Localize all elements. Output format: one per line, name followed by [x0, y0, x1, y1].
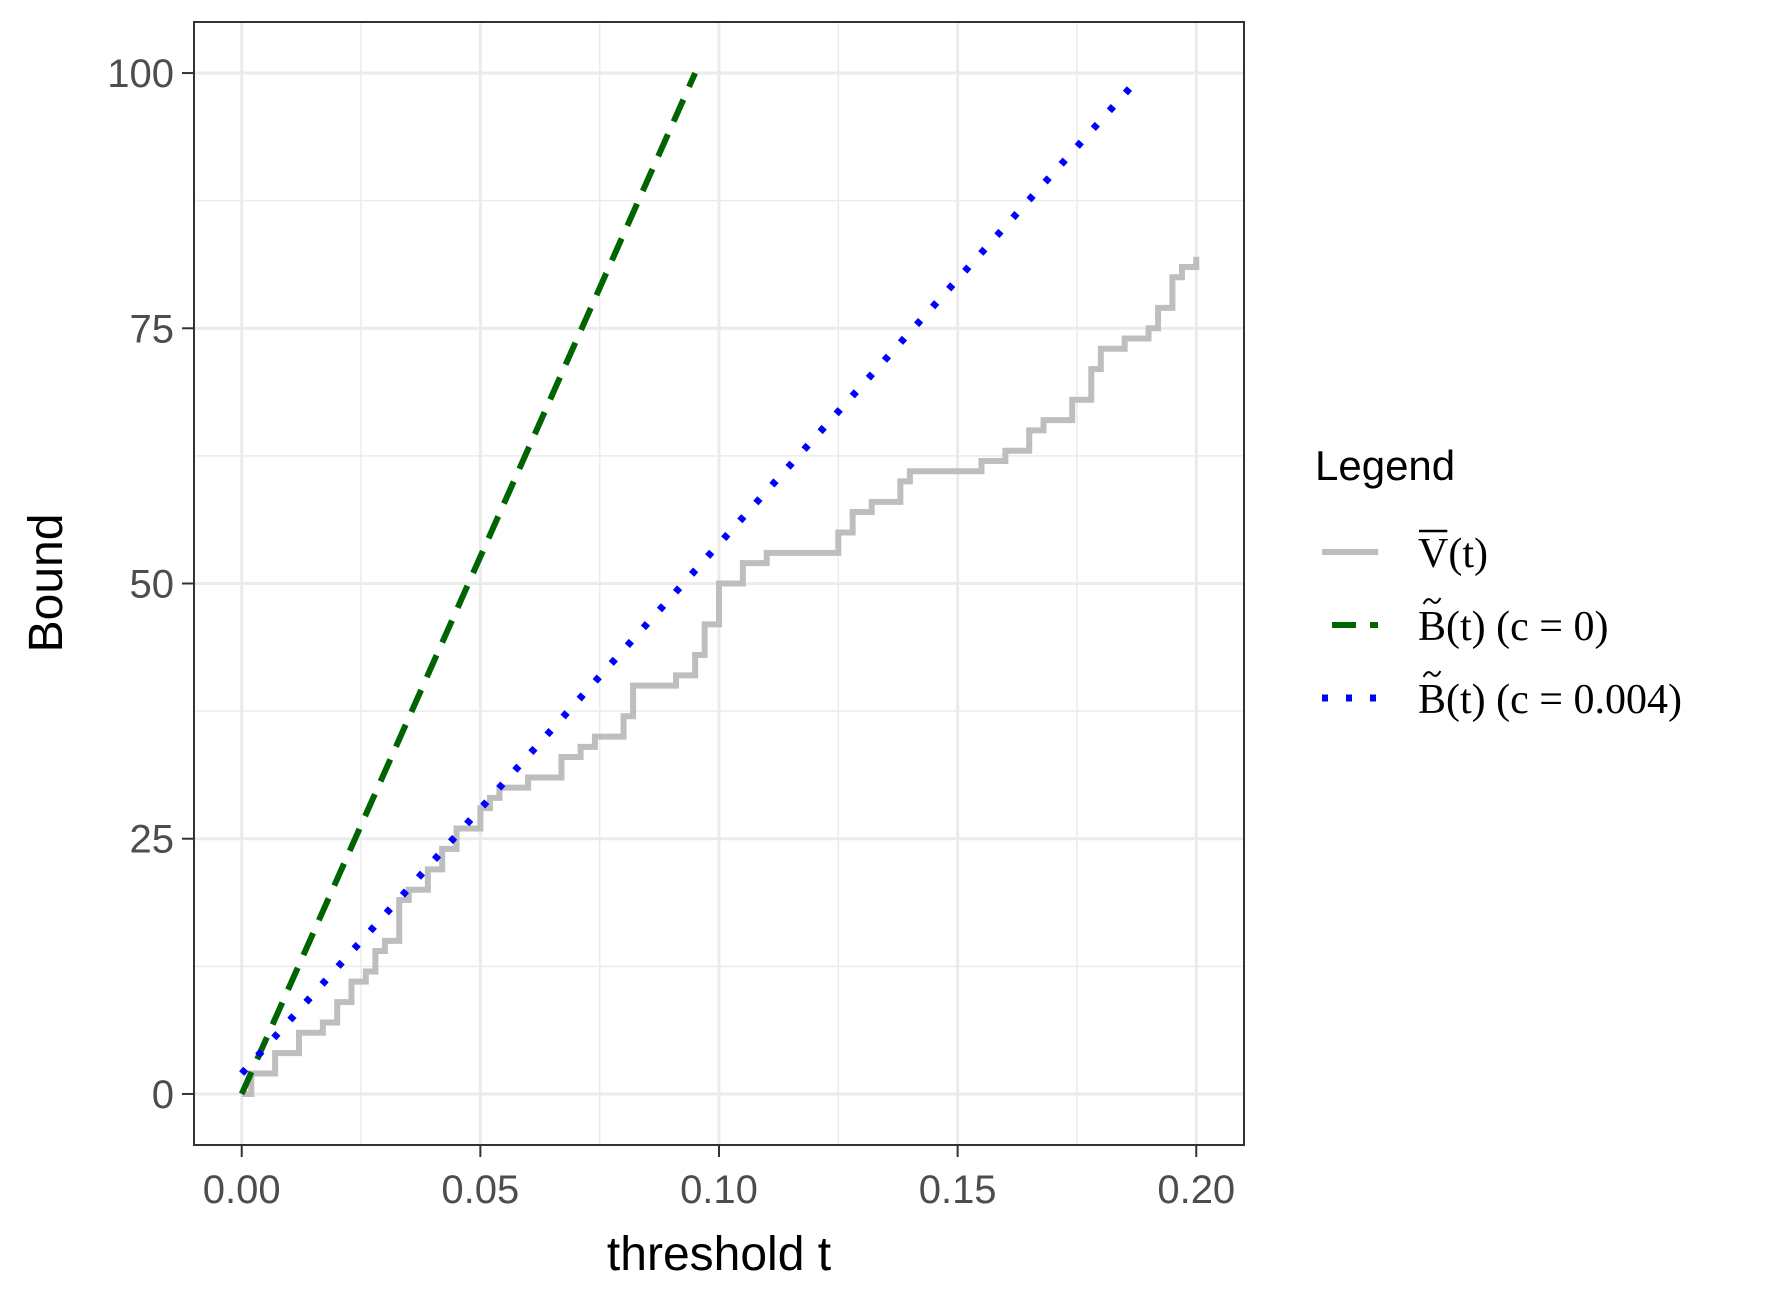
y-tick-label: 75	[130, 307, 175, 351]
series-line-2	[238, 71, 698, 1096]
y-axis: 0 25 50 75 100	[107, 52, 194, 1117]
y-tick-label: 100	[107, 52, 174, 96]
y-tick-label: 25	[130, 818, 175, 862]
legend-symbol-3: B	[1418, 677, 1446, 723]
tilde-accent	[1422, 597, 1442, 605]
x-tick-label: 0.05	[441, 1168, 519, 1212]
legend-label-2: (t) (c = 0)	[1446, 604, 1608, 650]
legend-symbol-1: V	[1418, 531, 1448, 577]
legend-label-3: (t) (c = 0.004)	[1446, 677, 1682, 723]
x-tick-label: 0.00	[203, 1168, 281, 1212]
x-tick-label: 0.10	[680, 1168, 758, 1212]
y-tick-label: 50	[130, 563, 175, 607]
legend: Legend V (t)B (t) (c = 0)B (t) (c = 0.004)	[1315, 442, 1682, 723]
legend-symbol-2: B	[1418, 604, 1446, 650]
legend-title: Legend	[1315, 442, 1455, 489]
series-line-1	[241, 256, 1200, 1097]
y-tick-label: 0	[152, 1073, 174, 1117]
legend-label-1: (t)	[1448, 531, 1488, 577]
x-axis: 0.00 0.05 0.10 0.15 0.20	[203, 1145, 1235, 1212]
y-axis-title: Bound	[20, 514, 73, 653]
series-layer	[238, 71, 1200, 1097]
x-axis-title: threshold t	[607, 1228, 831, 1281]
tilde-accent	[1422, 670, 1442, 678]
x-tick-label: 0.20	[1157, 1168, 1235, 1212]
x-tick-label: 0.15	[919, 1168, 997, 1212]
